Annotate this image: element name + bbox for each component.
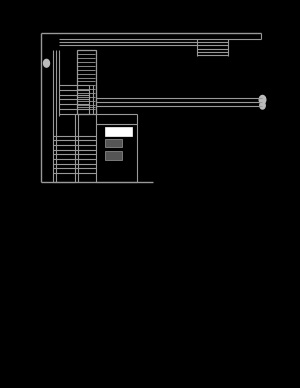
- Bar: [76, 50, 96, 114]
- Circle shape: [259, 95, 266, 104]
- Bar: [105, 151, 122, 160]
- Bar: [96, 124, 136, 182]
- Bar: [105, 139, 122, 147]
- Circle shape: [260, 102, 265, 109]
- Bar: [105, 127, 132, 136]
- Circle shape: [44, 59, 50, 67]
